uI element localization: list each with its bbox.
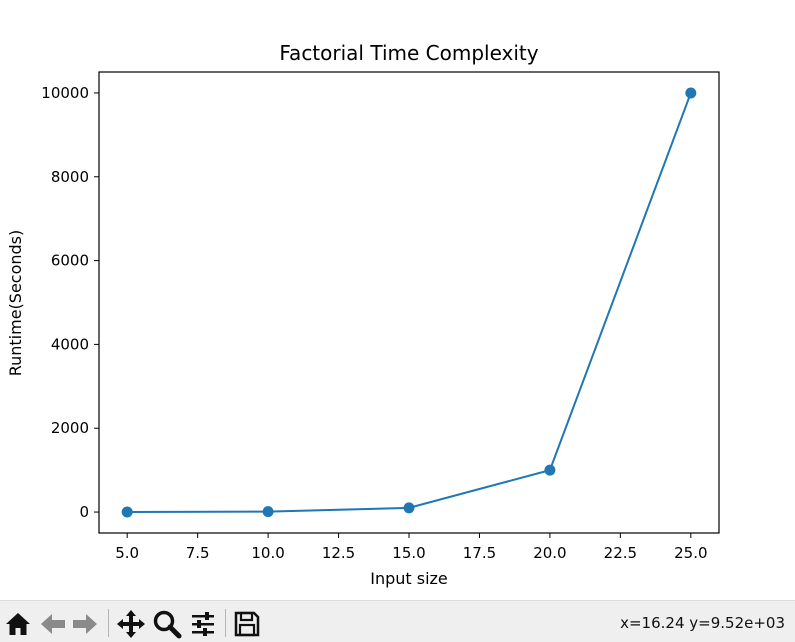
configure-subplots-icon	[192, 612, 214, 636]
save-icon	[234, 611, 260, 637]
zoom-icon	[153, 610, 182, 639]
configure-subplots-button[interactable]	[188, 609, 218, 639]
pan-button[interactable]	[116, 609, 146, 639]
data-point	[685, 87, 697, 99]
pan-icon	[117, 610, 145, 638]
chart: 5.0 7.5 10.0 12.5 15.0 17.5 20.0 22.5 25.0 0 2000 4…	[6, 41, 720, 588]
x-tick-label: 25.0	[674, 544, 707, 562]
data-point	[544, 464, 556, 476]
figure-canvas[interactable]: 5.0 7.5 10.0 12.5 15.0 17.5 20.0 22.5 25.0 0 2000 4…	[0, 0, 795, 600]
ticks: 5.0 7.5 10.0 12.5 15.0 17.5 20.0 22.5 25.0 0 2000 4…	[41, 71, 720, 562]
zoom-button[interactable]	[152, 609, 182, 639]
toolbar-separator	[225, 609, 226, 637]
y-tick-label: 8000	[51, 168, 89, 186]
x-tick-label: 7.5	[186, 544, 210, 562]
home-icon	[6, 613, 30, 635]
back-arrow-icon	[41, 614, 65, 634]
navigation-toolbar: x=16.24 y=9.52e+03	[0, 600, 795, 642]
x-tick-label: 20.0	[533, 544, 566, 562]
y-tick-label: 6000	[51, 252, 89, 270]
plot-area	[99, 72, 719, 533]
y-axis-label: Runtime(Seconds)	[6, 230, 25, 377]
save-button[interactable]	[232, 609, 262, 639]
back-button[interactable]	[38, 609, 68, 639]
x-tick-label: 5.0	[115, 544, 139, 562]
data-point	[403, 502, 415, 514]
home-button[interactable]	[3, 609, 33, 639]
chart-title: Factorial Time Complexity	[279, 41, 538, 65]
y-tick-label: 2000	[51, 419, 89, 437]
data-point	[121, 506, 133, 518]
x-axis-label: Input size	[370, 569, 448, 588]
x-tick-label: 22.5	[604, 544, 637, 562]
forward-button[interactable]	[70, 609, 100, 639]
y-tick-label: 0	[79, 503, 89, 521]
toolbar-separator	[108, 609, 109, 637]
forward-arrow-icon	[73, 614, 97, 634]
y-tick-label: 10000	[41, 84, 89, 102]
y-tick-label: 4000	[51, 335, 89, 353]
cursor-coordinate-readout: x=16.24 y=9.52e+03	[620, 614, 785, 632]
axes	[99, 72, 719, 533]
data-series	[121, 87, 697, 518]
x-tick-label: 17.5	[463, 544, 496, 562]
data-point	[262, 506, 274, 518]
axes-frame	[98, 71, 720, 534]
x-tick-label: 15.0	[392, 544, 425, 562]
x-tick-label: 12.5	[322, 544, 355, 562]
x-tick-label: 10.0	[251, 544, 284, 562]
